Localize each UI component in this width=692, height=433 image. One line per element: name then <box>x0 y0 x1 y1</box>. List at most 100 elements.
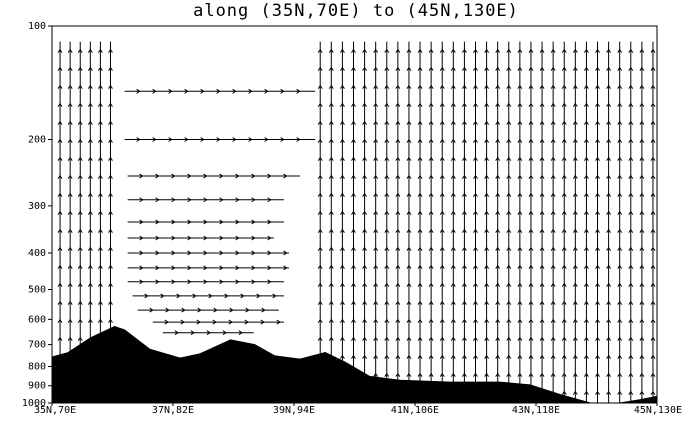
arrow-head <box>495 300 501 305</box>
arrow-head <box>362 282 367 287</box>
arrow-head <box>506 354 512 359</box>
arrow-head <box>639 84 645 89</box>
arrow-head <box>528 84 534 89</box>
arrow-head <box>517 300 523 305</box>
arrow-head <box>572 138 578 143</box>
arrow-head <box>200 137 205 142</box>
arrow-head <box>550 354 556 359</box>
arrow-head <box>584 318 589 323</box>
arrow-head <box>317 102 323 107</box>
arrow-head <box>461 246 467 251</box>
arrow-head <box>528 174 534 179</box>
arrow-head <box>561 174 567 179</box>
arrow-head <box>439 174 445 179</box>
arrow-head <box>572 156 578 161</box>
arrow-head <box>219 197 224 203</box>
arrow-head <box>373 66 379 71</box>
arrow-head <box>561 354 567 359</box>
arrow-head <box>235 279 240 285</box>
arrow-head <box>339 228 345 233</box>
arrow-head <box>650 84 656 89</box>
arrow-head <box>57 84 63 89</box>
arrow-head <box>473 66 478 71</box>
arrow-head <box>461 264 467 269</box>
arrow-head <box>171 219 176 225</box>
arrow-head <box>484 138 490 143</box>
arrow-head <box>267 235 272 241</box>
arrow-head <box>484 102 490 107</box>
arrow-head <box>87 156 93 161</box>
arrow-head <box>196 319 201 325</box>
arrow-head <box>373 264 379 269</box>
arrow-head <box>639 120 645 125</box>
arrow-head <box>606 354 612 359</box>
arrow-head <box>484 300 490 305</box>
arrow-head <box>373 300 379 305</box>
arrow-head <box>87 264 93 269</box>
arrow-head <box>428 282 434 287</box>
arrow-head <box>362 138 367 143</box>
arrow-head <box>639 390 645 395</box>
arrow-head <box>339 336 345 341</box>
arrow-head <box>384 156 390 161</box>
arrow-head <box>450 210 456 215</box>
arrow-head <box>97 264 103 269</box>
arrow-head <box>650 210 656 215</box>
arrow-head <box>317 138 323 143</box>
arrow-head <box>517 372 523 377</box>
arrow-head <box>97 120 103 125</box>
arrow-head <box>450 138 456 143</box>
arrow-head <box>384 120 390 125</box>
arrow-head <box>57 228 63 233</box>
arrow-head <box>461 372 467 377</box>
arrow-head <box>439 354 445 359</box>
arrow-head <box>639 138 645 143</box>
arrow-head <box>650 120 656 125</box>
arrow-head <box>428 264 434 269</box>
arrow-head <box>362 264 367 269</box>
arrow-head <box>572 48 578 53</box>
arrow-head <box>77 138 83 143</box>
arrow-head <box>406 174 412 179</box>
arrow-head <box>428 66 434 71</box>
arrow-head <box>219 173 224 179</box>
arrow-head <box>628 372 634 377</box>
arrow-head <box>317 246 323 251</box>
arrow-head <box>650 354 656 359</box>
arrow-head <box>595 138 600 143</box>
arrow-head <box>595 318 600 323</box>
arrow-head <box>539 66 545 71</box>
arrow-head <box>473 192 478 197</box>
arrow-head <box>57 192 63 197</box>
arrow-head <box>473 246 478 251</box>
arrow-head <box>561 48 567 53</box>
arrow-head <box>77 228 83 233</box>
arrow-head <box>606 84 612 89</box>
arrow-head <box>617 264 623 269</box>
arrow-head <box>517 336 523 341</box>
arrow-head <box>108 174 113 179</box>
arrow-head <box>406 246 412 251</box>
arrow-head <box>561 138 567 143</box>
arrow-head <box>384 66 390 71</box>
arrow-head <box>351 354 356 359</box>
arrow-head <box>550 246 556 251</box>
arrow-head <box>351 210 356 215</box>
arrow-head <box>439 246 445 251</box>
arrow-head <box>97 318 103 323</box>
arrow-head <box>439 120 445 125</box>
arrow-head <box>57 282 63 287</box>
arrow-head <box>528 210 534 215</box>
arrow-head <box>639 210 645 215</box>
arrow-head <box>406 66 412 71</box>
arrow-head <box>149 307 154 313</box>
arrow-head <box>57 138 63 143</box>
arrow-head <box>108 228 113 233</box>
arrow-head <box>97 300 103 305</box>
arrow-head <box>267 219 272 225</box>
arrow-head <box>528 372 534 377</box>
arrow-head <box>351 246 356 251</box>
arrow-head <box>77 300 83 305</box>
arrow-head <box>384 300 390 305</box>
arrow-head <box>351 120 356 125</box>
